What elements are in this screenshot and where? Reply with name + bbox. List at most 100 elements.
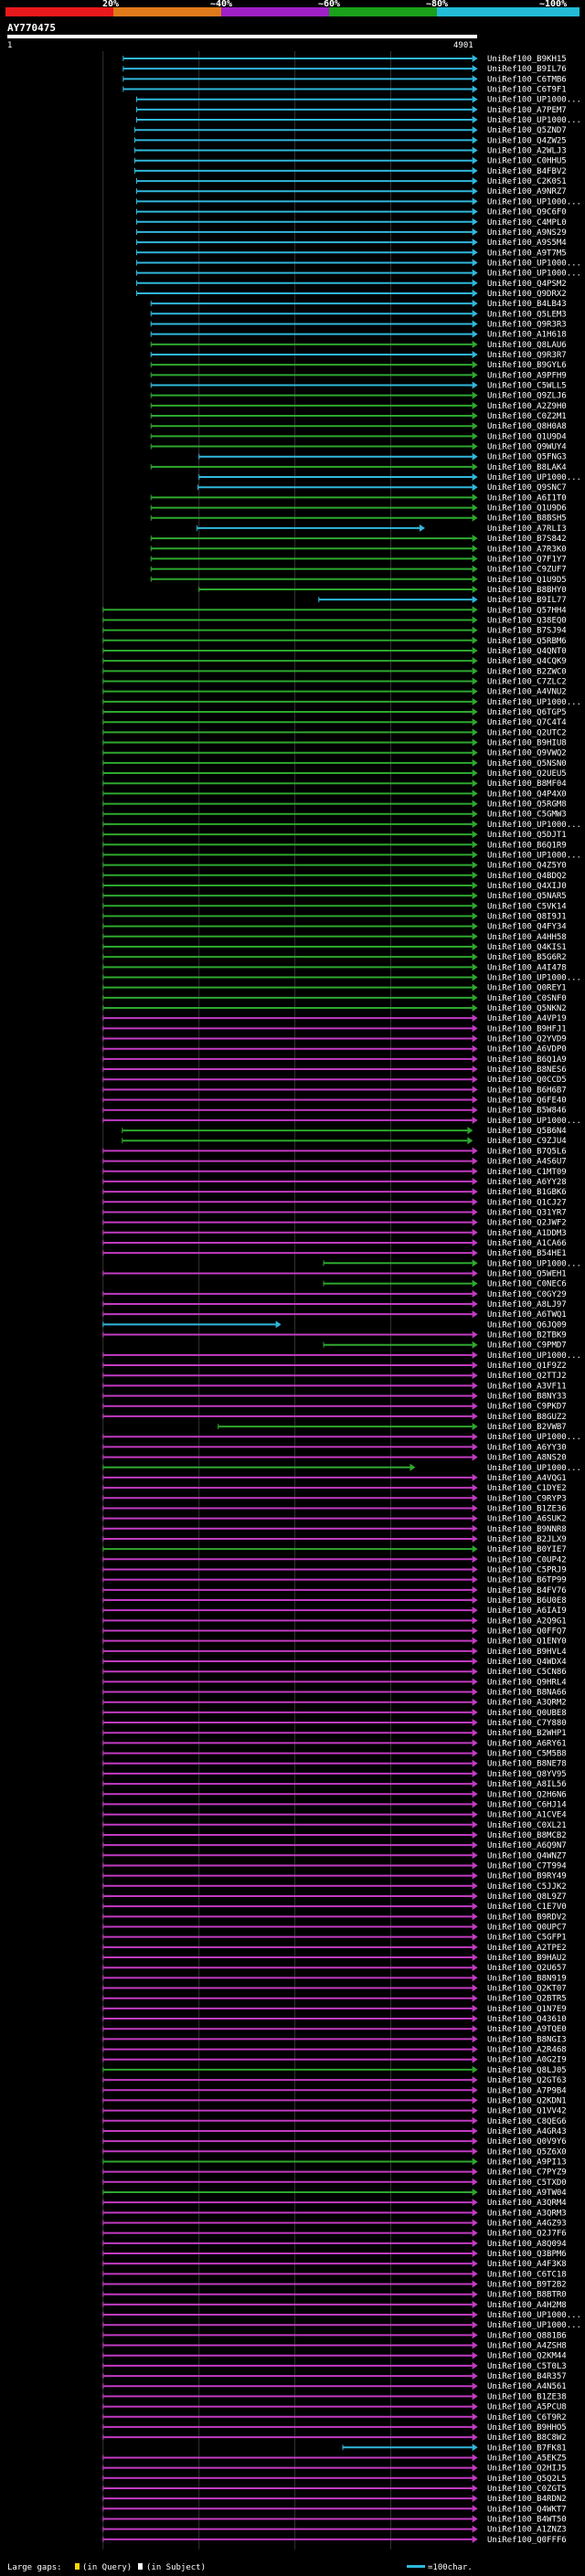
hit-row[interactable]: UniRef100_Q5LEM3: [150, 310, 567, 319]
hit-row[interactable]: UniRef100_B8MCB2: [102, 1830, 567, 1840]
hit-label[interactable]: UniRef100_Q0UBE8: [487, 1709, 567, 1718]
hit-label[interactable]: UniRef100_Q1U9D6: [487, 504, 567, 514]
hit-row[interactable]: UniRef100_B8NE78: [102, 1759, 567, 1769]
hit-row[interactable]: UniRef100_Q4CQK9: [102, 657, 567, 666]
hit-row[interactable]: UniRef100_Q9DRX2: [136, 289, 567, 299]
hit-row[interactable]: UniRef100_UP1000...: [198, 473, 581, 482]
hit-label[interactable]: UniRef100_B8BHY0: [487, 586, 567, 595]
hit-row[interactable]: UniRef100_Q2BTR5: [102, 1994, 567, 2004]
hit-label[interactable]: UniRef100_UP1000...: [487, 2311, 581, 2320]
hit-label[interactable]: UniRef100_UP1000...: [487, 851, 581, 860]
hit-row[interactable]: UniRef100_A2TPE2: [102, 1943, 567, 1953]
hit-row[interactable]: UniRef100_Q0FFQ7: [102, 1627, 567, 1637]
hit-label[interactable]: UniRef100_B8BTR0: [487, 2291, 567, 2300]
hit-label[interactable]: UniRef100_A6YY28: [487, 1178, 567, 1187]
hit-label[interactable]: UniRef100_B6Q1R9: [487, 841, 567, 850]
hit-label[interactable]: UniRef100_B9RY49: [487, 1872, 567, 1882]
hit-row[interactable]: UniRef100_A5EKZ5: [102, 2454, 567, 2463]
hit-row[interactable]: UniRef100_Q4BDQ2: [102, 871, 567, 881]
hit-label[interactable]: UniRef100_A2WLJ3: [487, 147, 567, 156]
hit-label[interactable]: UniRef100_Q6JQ09: [487, 1320, 567, 1330]
hit-row[interactable]: UniRef100_C5WLL5: [150, 381, 567, 391]
hit-row[interactable]: UniRef100_UP1000...: [136, 269, 581, 279]
hit-row[interactable]: UniRef100_B4FBV2: [133, 166, 567, 176]
hit-label[interactable]: UniRef100_Q9HRL4: [487, 1678, 567, 1687]
hit-label[interactable]: UniRef100_UP1000...: [487, 1464, 581, 1473]
hit-row[interactable]: UniRef100_UP1000...: [136, 95, 581, 105]
hit-row[interactable]: UniRef100_C6TC18: [102, 2270, 567, 2279]
hit-label[interactable]: UniRef100_Q8L9Z7: [487, 1892, 567, 1902]
hit-label[interactable]: UniRef100_Q4QNT0: [487, 647, 567, 656]
hit-row[interactable]: UniRef100_A3QRM3: [102, 2209, 567, 2218]
hit-label[interactable]: UniRef100_UP1000...: [487, 2321, 581, 2330]
hit-row[interactable]: UniRef100_B9HHO5: [102, 2422, 567, 2433]
hit-label[interactable]: UniRef100_Q2KDN1: [487, 2096, 567, 2105]
hit-label[interactable]: UniRef100_Q2UEU5: [487, 769, 567, 779]
hit-row[interactable]: UniRef100_C2K0S1: [136, 177, 567, 186]
hit-label[interactable]: UniRef100_Q2HIJ5: [487, 2465, 567, 2474]
hit-row[interactable]: UniRef100_C6TMB6: [122, 75, 567, 84]
hit-row[interactable]: UniRef100_B4R357: [102, 2372, 567, 2381]
hit-label[interactable]: UniRef100_Q6TGP5: [487, 708, 567, 717]
hit-row[interactable]: UniRef100_Q1U9D6: [150, 504, 567, 514]
hit-row[interactable]: UniRef100_C1DYE2: [102, 1484, 567, 1493]
hit-row[interactable]: UniRef100_Q7C4T4: [102, 718, 567, 727]
hit-row[interactable]: UniRef100_A4F3K8: [102, 2260, 567, 2269]
hit-label[interactable]: UniRef100_A6RY61: [487, 1739, 567, 1748]
hit-row[interactable]: UniRef100_Q7F1Y7: [150, 555, 567, 564]
hit-label[interactable]: UniRef100_Q4FY34: [487, 923, 567, 932]
hit-label[interactable]: UniRef100_B9NNR8: [487, 1525, 567, 1534]
hit-label[interactable]: UniRef100_UP1000...: [487, 473, 581, 482]
hit-row[interactable]: UniRef100_B8MF04: [102, 779, 567, 789]
hit-label[interactable]: UniRef100_Q2KT07: [487, 1985, 567, 1994]
hit-row[interactable]: UniRef100_A4GR43: [102, 2126, 567, 2136]
hit-label[interactable]: UniRef100_C8QEG6: [487, 2117, 567, 2126]
hit-row[interactable]: UniRef100_A7R3K0: [150, 545, 567, 554]
hit-row[interactable]: UniRef100_A6YY28: [102, 1177, 567, 1187]
hit-row[interactable]: UniRef100_C5M5B8: [102, 1749, 567, 1759]
hit-label[interactable]: UniRef100_B8NE78: [487, 1760, 567, 1769]
hit-label[interactable]: UniRef100_C9PKD7: [487, 1403, 567, 1412]
hit-row[interactable]: UniRef100_B2WHP1: [102, 1729, 567, 1738]
hit-label[interactable]: UniRef100_A2R468: [487, 2046, 567, 2055]
hit-row[interactable]: UniRef100_C0NEC6: [323, 1279, 567, 1289]
hit-row[interactable]: UniRef100_A1CVE4: [102, 1810, 567, 1820]
hit-row[interactable]: UniRef100_B9HAU2: [102, 1954, 567, 1963]
hit-row[interactable]: UniRef100_B9HIU8: [102, 738, 567, 748]
hit-label[interactable]: UniRef100_Q5B6N4: [487, 1127, 567, 1136]
hit-row[interactable]: UniRef100_C0HHU5: [133, 156, 567, 166]
hit-label[interactable]: UniRef100_B5G6R2: [487, 953, 567, 962]
hit-row[interactable]: UniRef100_Q9R3R3: [150, 320, 567, 329]
hit-label[interactable]: UniRef100_A2Q9G1: [487, 1617, 567, 1626]
hit-label[interactable]: UniRef100_B9IL77: [487, 596, 567, 605]
hit-label[interactable]: UniRef100_C0XL21: [487, 1821, 567, 1830]
hit-label[interactable]: UniRef100_C9ZJU4: [487, 1137, 567, 1146]
hit-row[interactable]: UniRef100_B7FK81: [342, 2443, 567, 2453]
hit-row[interactable]: UniRef100_Q8H0A8: [150, 422, 567, 431]
hit-label[interactable]: UniRef100_Q0UPC7: [487, 1924, 567, 1933]
hit-row[interactable]: UniRef100_Q0UPC7: [102, 1923, 567, 1933]
hit-label[interactable]: UniRef100_A1DDM3: [487, 1229, 567, 1238]
hit-label[interactable]: UniRef100_B8N919: [487, 1974, 567, 1983]
hit-label[interactable]: UniRef100_Q4P4X0: [487, 790, 567, 799]
hit-row[interactable]: UniRef100_C9ZJU4: [122, 1137, 567, 1146]
hit-row[interactable]: UniRef100_B9IL76: [122, 65, 567, 74]
hit-label[interactable]: UniRef100_Q0FFF6: [487, 2536, 567, 2545]
hit-row[interactable]: UniRef100_B7Q5L6: [102, 1147, 567, 1156]
hit-label[interactable]: UniRef100_Q2TTJ2: [487, 1372, 567, 1381]
hit-label[interactable]: UniRef100_B2VWB7: [487, 1423, 567, 1432]
hit-label[interactable]: UniRef100_C2K0S1: [487, 177, 567, 186]
hit-row[interactable]: UniRef100_Q43610: [102, 2015, 567, 2024]
hit-row[interactable]: UniRef100_B9KH15: [122, 55, 567, 64]
hit-row[interactable]: UniRef100_Q5ZND7: [133, 126, 567, 135]
hit-row[interactable]: UniRef100_Q1CJ27: [102, 1198, 567, 1207]
hit-row[interactable]: UniRef100_B8NES6: [102, 1065, 567, 1075]
hit-row[interactable]: UniRef100_C9PMD7: [323, 1341, 567, 1351]
hit-row[interactable]: UniRef100_UP1000...: [102, 1351, 581, 1361]
hit-label[interactable]: UniRef100_Q5RBM6: [487, 637, 567, 646]
hit-label[interactable]: UniRef100_Q5FNG3: [487, 453, 567, 462]
hit-label[interactable]: UniRef100_B9RDV2: [487, 1913, 567, 1922]
hit-label[interactable]: UniRef100_Q43610: [487, 2015, 567, 2024]
hit-label[interactable]: UniRef100_A6I1T0: [487, 493, 567, 503]
hit-row[interactable]: UniRef100_Q4WNZ7: [102, 1851, 567, 1860]
